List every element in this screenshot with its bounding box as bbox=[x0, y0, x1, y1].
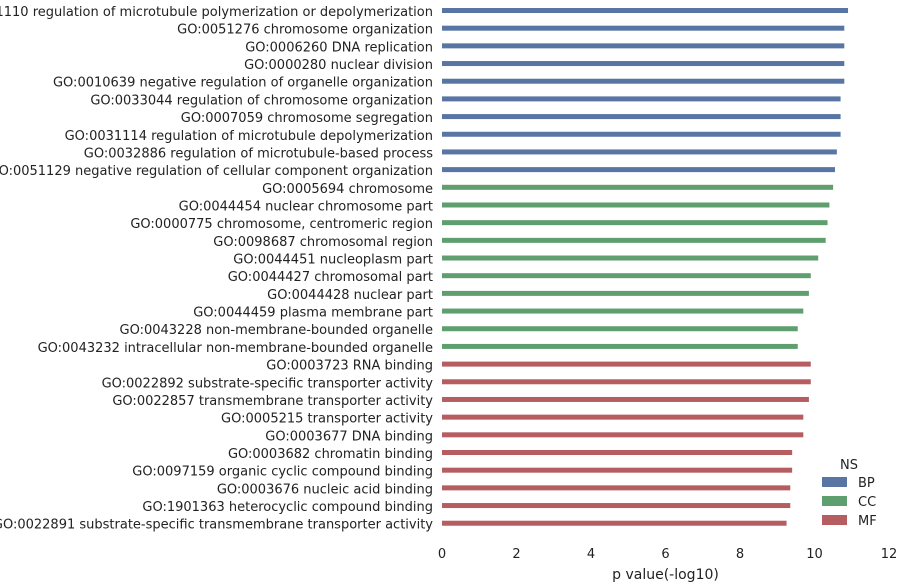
bar-mf bbox=[442, 396, 809, 402]
category-label: GO:0044459 plasma membrane part bbox=[193, 306, 433, 321]
legend-swatch-bp bbox=[822, 477, 847, 487]
bar-mf bbox=[442, 414, 804, 420]
category-label: GO:0003723 RNA binding bbox=[266, 359, 433, 374]
x-tick-label: 8 bbox=[736, 547, 744, 562]
bar-cc bbox=[442, 237, 826, 243]
category-label: GO:0000775 chromosome, centromeric regio… bbox=[130, 217, 433, 232]
category-label: GO:0000280 nuclear division bbox=[244, 58, 433, 73]
category-label: GO:0005694 chromosome bbox=[262, 182, 433, 197]
bar-mf bbox=[442, 450, 793, 455]
bar-mf bbox=[442, 520, 787, 526]
bar-mf bbox=[442, 485, 791, 491]
category-label: GO:0098687 chromosomal region bbox=[213, 235, 433, 250]
bar-bp bbox=[442, 114, 841, 120]
legend-title: NS bbox=[840, 458, 858, 473]
x-tick-label: 2 bbox=[512, 547, 520, 562]
category-labels: GO:0031110 regulation of microtubule pol… bbox=[0, 5, 433, 533]
category-label: GO:0022857 transmembrane transporter act… bbox=[112, 394, 433, 409]
category-label: GO:0006260 DNA replication bbox=[245, 40, 433, 55]
category-label: GO:0007059 chromosome segregation bbox=[181, 111, 433, 126]
category-label: GO:0005215 transporter activity bbox=[221, 412, 433, 427]
x-tick-label: 12 bbox=[881, 547, 898, 562]
legend-label-bp: BP bbox=[858, 476, 875, 491]
bar-bp bbox=[442, 96, 841, 102]
bar-mf bbox=[442, 467, 793, 473]
bar-mf bbox=[442, 361, 811, 367]
bar-bp bbox=[442, 149, 837, 155]
bar-cc bbox=[442, 255, 819, 261]
legend-label-mf: MF bbox=[858, 514, 877, 529]
category-label: GO:0033044 regulation of chromosome orga… bbox=[90, 93, 433, 108]
category-label: GO:0044428 nuclear part bbox=[267, 288, 433, 303]
category-label: GO:0043232 intracellular non-membrane-bo… bbox=[38, 341, 433, 356]
x-axis-title: p value(-log10) bbox=[612, 567, 719, 583]
x-axis: 0 2 4 6 8 10 12 bbox=[438, 547, 897, 562]
legend-swatch-mf bbox=[822, 515, 847, 525]
category-label: GO:1901363 heterocyclic compound binding bbox=[142, 500, 433, 515]
bar-bp bbox=[442, 8, 849, 13]
legend-swatch-cc bbox=[822, 496, 847, 506]
bar-cc bbox=[442, 220, 828, 226]
bar-mf bbox=[442, 503, 791, 509]
legend: NS BP CC MF bbox=[822, 458, 877, 529]
bar-cc bbox=[442, 202, 830, 208]
category-label: GO:0003682 chromatin binding bbox=[228, 447, 433, 462]
bar-bp bbox=[442, 61, 845, 67]
x-tick-label: 10 bbox=[806, 547, 823, 562]
category-label: GO:0022892 substrate-specific transporte… bbox=[102, 376, 434, 391]
x-tick-label: 4 bbox=[587, 547, 595, 562]
bar-cc bbox=[442, 184, 834, 190]
bar-cc bbox=[442, 290, 809, 296]
bar-bp bbox=[442, 78, 845, 84]
bars-layer bbox=[442, 8, 849, 526]
legend-label-cc: CC bbox=[858, 495, 876, 510]
category-label: GO:0022891 substrate-specific transmembr… bbox=[0, 518, 433, 533]
bar-mf bbox=[442, 379, 811, 385]
bar-cc bbox=[442, 308, 804, 314]
category-label: GO:0003676 nucleic acid binding bbox=[217, 482, 433, 497]
x-tick-label: 6 bbox=[661, 547, 669, 562]
category-label: GO:0044454 nuclear chromosome part bbox=[179, 199, 433, 214]
category-label: GO:0044451 nucleoplasm part bbox=[233, 253, 433, 268]
category-label: GO:0010639 negative regulation of organe… bbox=[53, 76, 433, 91]
bar-bp bbox=[442, 167, 835, 173]
bar-cc bbox=[442, 343, 798, 349]
x-tick-label: 0 bbox=[438, 547, 446, 562]
bar-mf bbox=[442, 432, 804, 438]
bar-cc bbox=[442, 273, 811, 279]
bar-bp bbox=[442, 43, 845, 49]
category-label: GO:0044427 chromosomal part bbox=[228, 270, 433, 285]
category-label: GO:0097159 organic cyclic compound bindi… bbox=[132, 465, 433, 480]
bar-bp bbox=[442, 131, 841, 137]
category-label: GO:0031110 regulation of microtubule pol… bbox=[0, 5, 433, 20]
category-label: GO:0031114 regulation of microtubule dep… bbox=[65, 129, 433, 144]
category-label: GO:0032886 regulation of microtubule-bas… bbox=[84, 146, 433, 161]
category-label: GO:0003677 DNA binding bbox=[265, 429, 433, 444]
category-label: GO:0043228 non-membrane-bounded organell… bbox=[120, 323, 434, 338]
category-label: GO:0051129 negative regulation of cellul… bbox=[0, 164, 433, 179]
category-label: GO:0051276 chromosome organization bbox=[177, 23, 433, 38]
bar-bp bbox=[442, 25, 845, 31]
bar-cc bbox=[442, 326, 798, 332]
